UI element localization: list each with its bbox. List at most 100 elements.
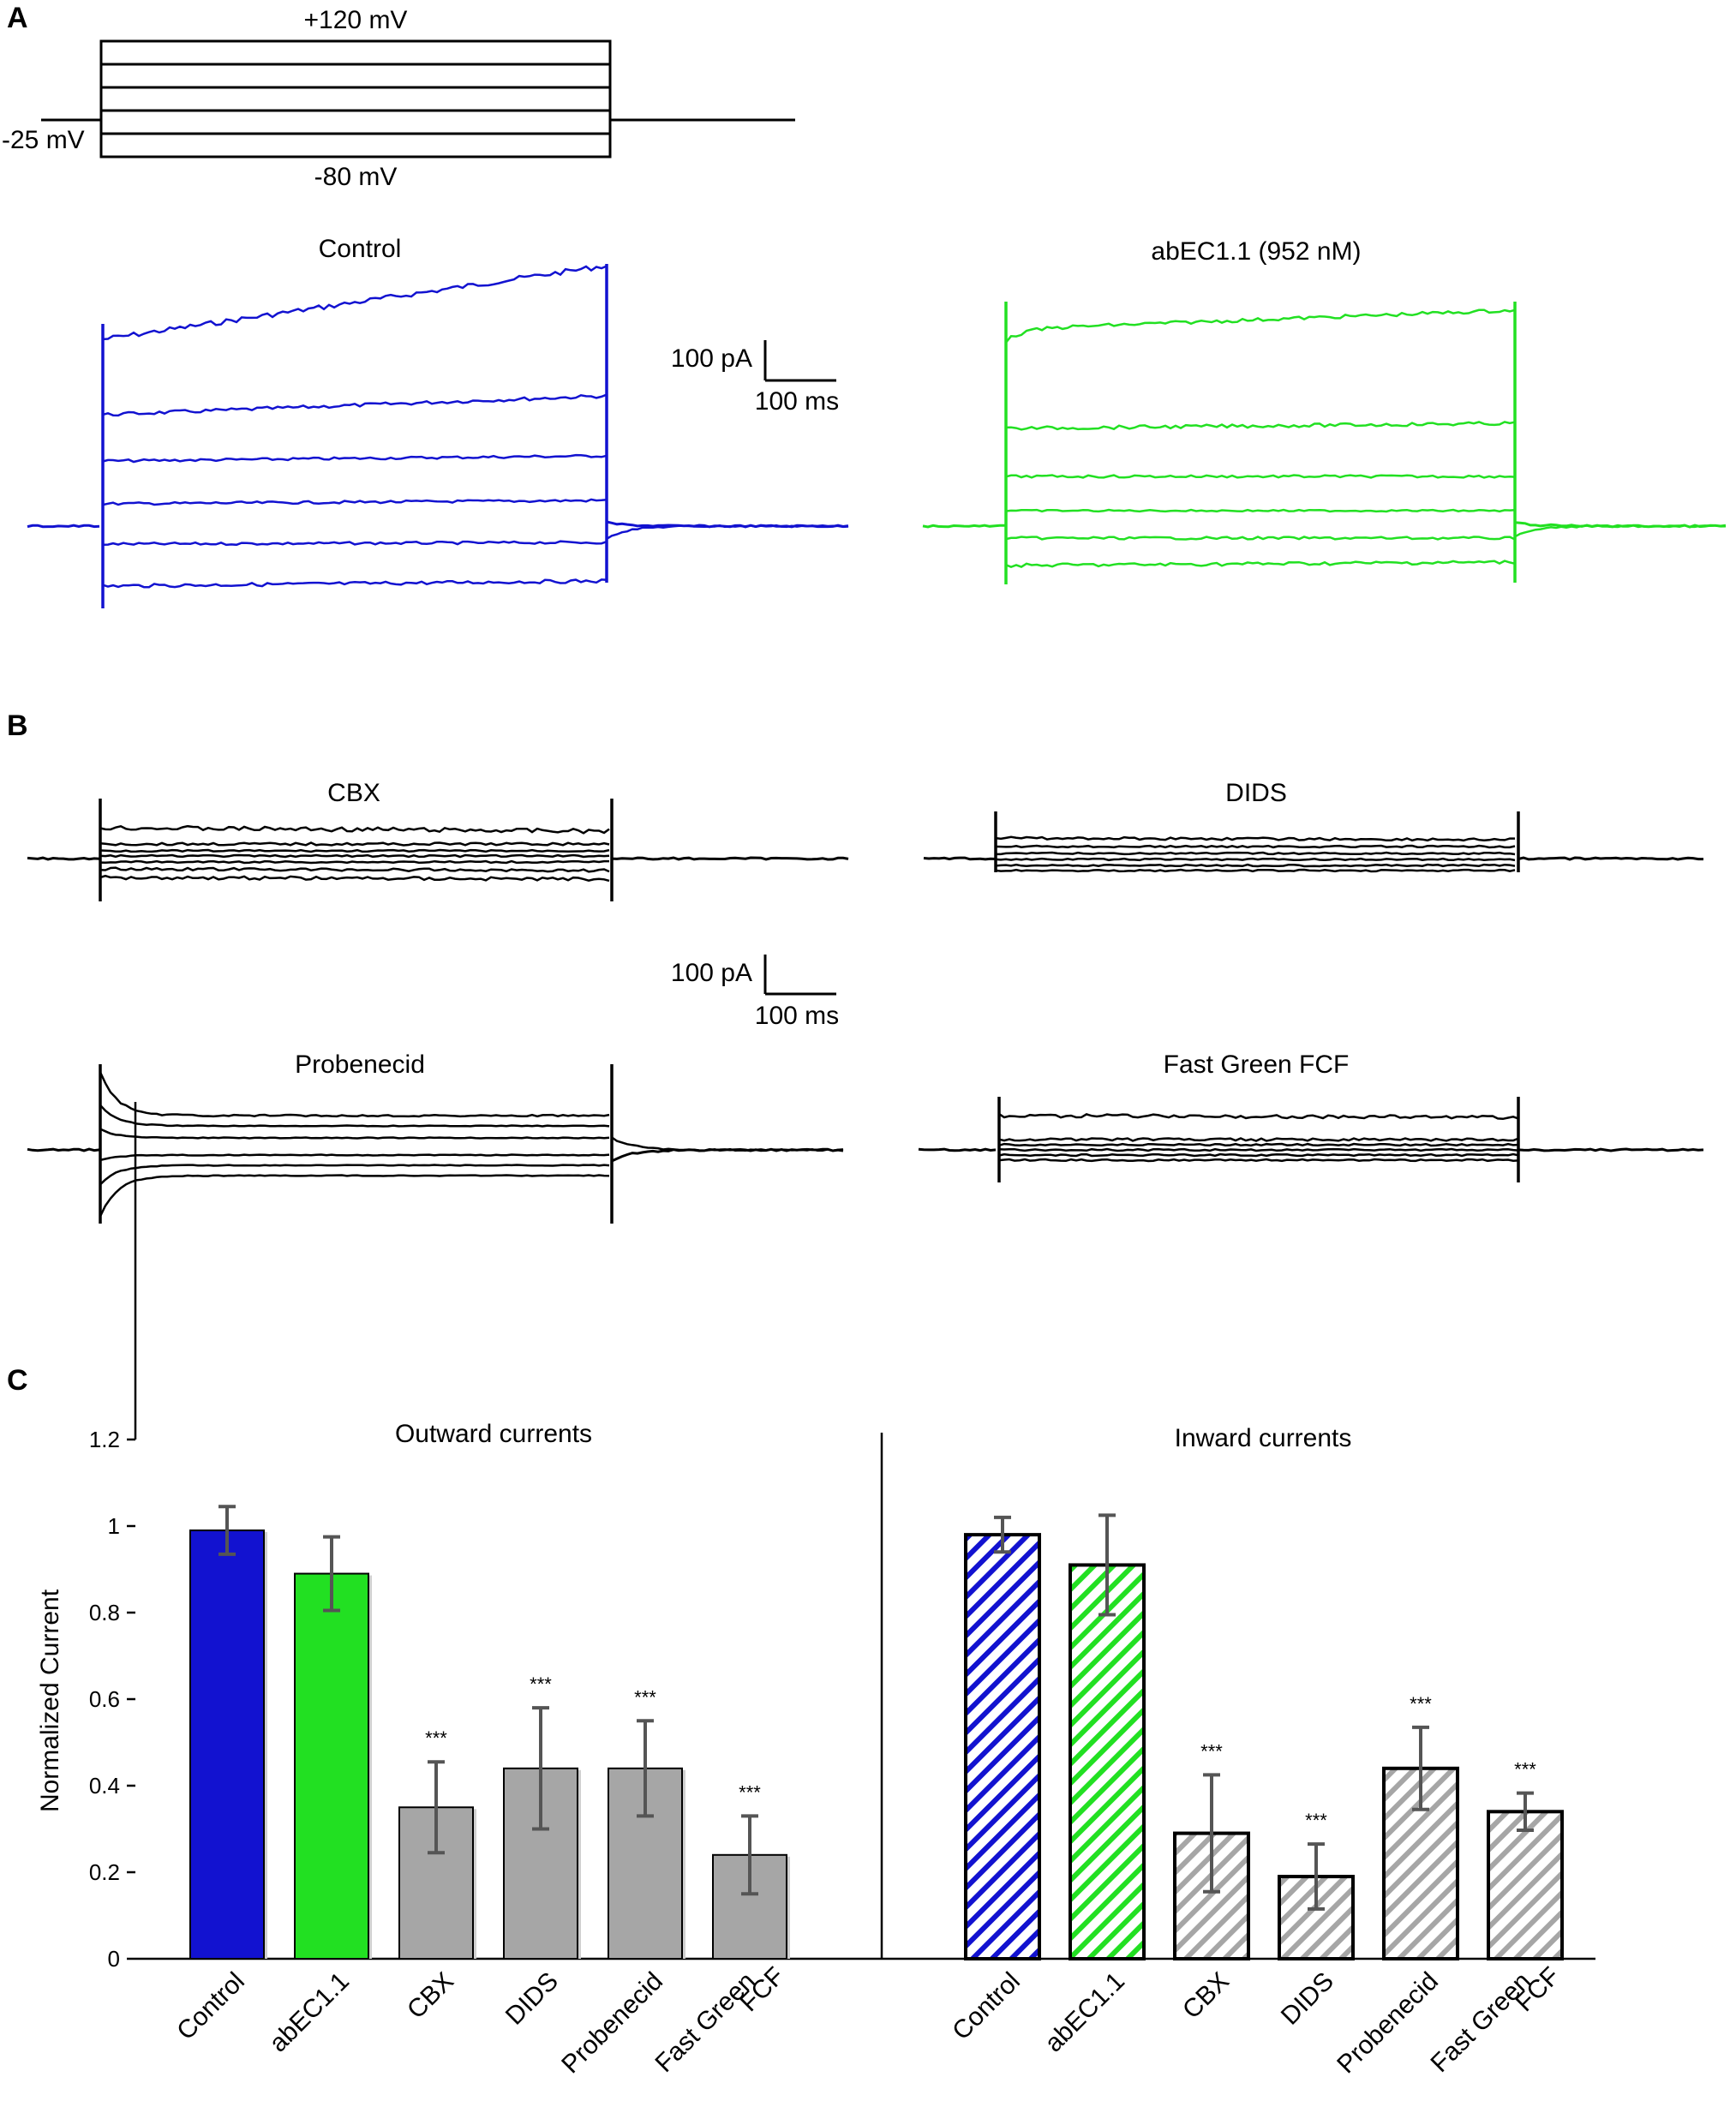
current-trace-sweep bbox=[102, 540, 608, 547]
protocol-top-label: +120 mV bbox=[304, 6, 408, 34]
significance-marker: *** bbox=[425, 1727, 447, 1749]
significance-marker: *** bbox=[634, 1686, 656, 1708]
category-label: Fast Green bbox=[1426, 1967, 1536, 2078]
current-trace-sweep bbox=[99, 1071, 610, 1118]
current-trace-sweep bbox=[1005, 508, 1516, 513]
bar bbox=[294, 1572, 369, 1960]
current-trace-sweep bbox=[1005, 308, 1516, 344]
scale-bar-b bbox=[763, 955, 836, 996]
current-trace-sweep bbox=[99, 853, 610, 859]
category-label: DIDS bbox=[1276, 1967, 1339, 2031]
cbx-current-traces bbox=[27, 799, 849, 901]
current-trace-sweep bbox=[995, 857, 1516, 862]
category-label: abEC1.1 bbox=[264, 1967, 355, 2058]
current-trace-sweep bbox=[1005, 421, 1516, 431]
current-trace-baseline bbox=[923, 856, 997, 861]
current-trace-sweep bbox=[99, 848, 610, 853]
current-trace-baseline bbox=[611, 856, 849, 861]
category-label: Probenecid bbox=[556, 1967, 668, 2080]
current-trace-sweep bbox=[99, 1104, 610, 1128]
current-trace-baseline bbox=[27, 1147, 100, 1152]
current-trace-sweep bbox=[998, 1113, 1519, 1121]
scale-bar-b-current: 100 pA bbox=[671, 959, 752, 987]
current-trace-sweep bbox=[99, 1153, 610, 1162]
current-trace-sweep bbox=[995, 868, 1516, 873]
y-tick-label: 0 bbox=[108, 1946, 120, 1972]
current-trace-sweep bbox=[1005, 474, 1516, 479]
current-trace-sweep bbox=[996, 851, 1516, 856]
current-trace-sweep bbox=[99, 841, 610, 847]
group-title-inward: Inward currents bbox=[1175, 1424, 1352, 1452]
group-title-outward: Outward currents bbox=[395, 1420, 592, 1448]
scale-bar-a-time: 100 ms bbox=[755, 387, 839, 416]
y-tick-label: 0.2 bbox=[89, 1859, 120, 1885]
category-label: Control bbox=[947, 1967, 1026, 2046]
current-trace-sweep bbox=[99, 824, 610, 835]
current-trace-sweep bbox=[102, 265, 608, 341]
y-tick-label: 0.8 bbox=[89, 1600, 120, 1625]
significance-marker: *** bbox=[530, 1673, 552, 1695]
current-trace-sweep bbox=[99, 859, 609, 865]
current-trace-baseline bbox=[1514, 524, 1727, 538]
current-trace-sweep bbox=[998, 1137, 1519, 1142]
panel-c-label: C bbox=[7, 1364, 28, 1397]
significance-marker: *** bbox=[739, 1781, 761, 1803]
current-trace-sweep bbox=[99, 1174, 610, 1218]
category-label: Probenecid bbox=[1332, 1967, 1444, 2080]
y-tick-label: 1 bbox=[108, 1513, 120, 1539]
bar bbox=[1487, 1810, 1564, 1961]
y-axis-label: Normalized Current bbox=[36, 1589, 64, 1812]
current-trace-sweep bbox=[102, 393, 608, 417]
abec-current-traces bbox=[922, 302, 1727, 584]
bar bbox=[964, 1533, 1041, 1960]
current-trace-baseline bbox=[611, 1136, 844, 1152]
current-trace-sweep bbox=[1005, 536, 1516, 541]
current-trace-sweep bbox=[1005, 560, 1516, 569]
current-trace-baseline bbox=[27, 524, 100, 529]
panel-a-label: A bbox=[7, 2, 28, 34]
trace-title-probenecid: Probenecid bbox=[295, 1050, 425, 1079]
trace-title-dids: DIDS bbox=[1225, 779, 1287, 807]
current-trace-sweep bbox=[995, 844, 1516, 849]
scale-bar-a-current: 100 pA bbox=[671, 344, 752, 373]
current-trace-baseline bbox=[1518, 856, 1703, 861]
category-label: CBX bbox=[402, 1967, 459, 2025]
y-tick-label: 0.6 bbox=[89, 1686, 120, 1712]
current-trace-sweep bbox=[998, 1152, 1519, 1158]
y-tick-label: 0.4 bbox=[89, 1773, 120, 1799]
trace-title-control: Control bbox=[319, 235, 402, 263]
current-trace-sweep bbox=[102, 578, 608, 589]
current-trace-baseline bbox=[918, 1147, 997, 1152]
significance-marker: *** bbox=[1514, 1759, 1536, 1781]
current-trace-sweep bbox=[998, 1158, 1519, 1163]
trace-title-abec: abEC1.1 (952 nM) bbox=[1151, 237, 1361, 266]
trace-title-cbx: CBX bbox=[327, 779, 380, 807]
trace-title-fastgreen: Fast Green FCF bbox=[1164, 1050, 1350, 1079]
bar bbox=[189, 1529, 265, 1960]
control-current-traces bbox=[27, 264, 849, 608]
dids-current-traces bbox=[923, 811, 1703, 873]
protocol-holding-label: -25 mV bbox=[2, 126, 85, 154]
current-trace-sweep bbox=[99, 1164, 610, 1186]
bar bbox=[1069, 1563, 1146, 1960]
probenecid-current-traces bbox=[27, 1064, 844, 1224]
y-tick-label: 1.2 bbox=[89, 1427, 120, 1452]
current-trace-sweep bbox=[102, 498, 608, 506]
category-label: DIDS bbox=[500, 1967, 564, 2031]
current-trace-sweep bbox=[995, 863, 1516, 868]
current-trace-sweep bbox=[998, 1147, 1519, 1152]
current-trace-sweep bbox=[99, 866, 610, 873]
category-label: abEC1.1 bbox=[1039, 1967, 1130, 2058]
fastgreen-current-traces bbox=[918, 1097, 1704, 1182]
category-label: Control bbox=[171, 1967, 250, 2046]
protocol-bottom-label: -80 mV bbox=[314, 163, 398, 191]
significance-marker: *** bbox=[1200, 1740, 1223, 1762]
protocol-step-box bbox=[99, 39, 612, 159]
current-trace-sweep bbox=[102, 453, 608, 464]
current-trace-baseline bbox=[1518, 1147, 1704, 1152]
panel-b-label: B bbox=[7, 709, 28, 742]
category-label: CBX bbox=[1177, 1967, 1235, 2025]
current-trace-baseline bbox=[922, 524, 1005, 529]
